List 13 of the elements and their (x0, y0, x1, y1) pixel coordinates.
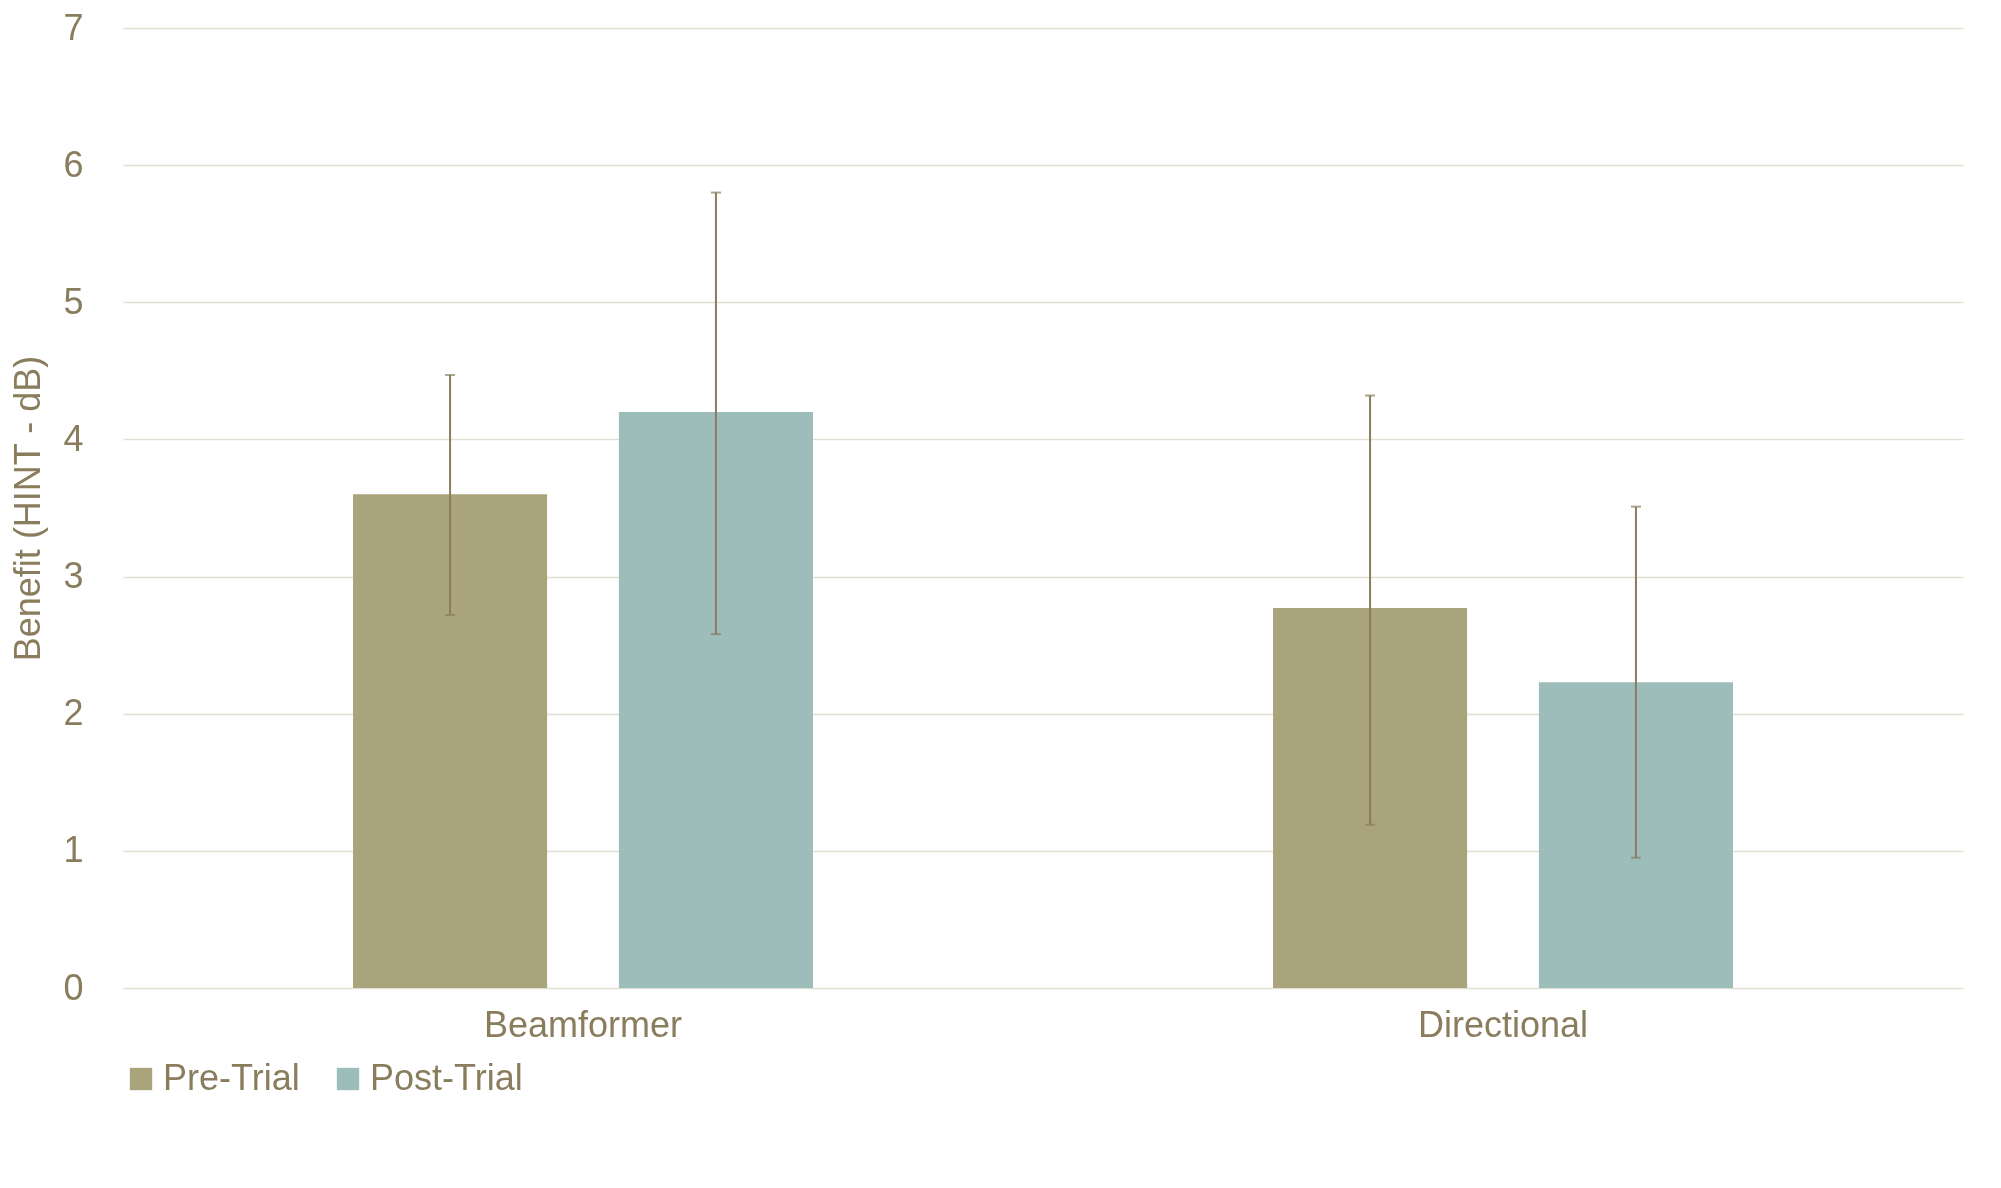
legend-label: Pre-Trial (163, 1057, 300, 1098)
y-tick-label: 2 (63, 692, 84, 734)
y-tick-label: 5 (63, 280, 84, 322)
x-tick-label: Directional (1417, 1003, 1589, 1045)
y-axis-title: Benefit (HINT - dB) (7, 355, 49, 662)
legend-label: Post-Trial (370, 1057, 523, 1098)
y-tick-label: 4 (63, 417, 84, 459)
y-tick-label: 1 (63, 829, 84, 871)
y-tick-label: 0 (63, 966, 84, 1008)
y-tick-label: 6 (63, 143, 84, 185)
x-tick-label: Beamformer (483, 1003, 683, 1045)
y-tick-label: 3 (63, 555, 84, 597)
y-tick-label: 7 (63, 6, 84, 48)
